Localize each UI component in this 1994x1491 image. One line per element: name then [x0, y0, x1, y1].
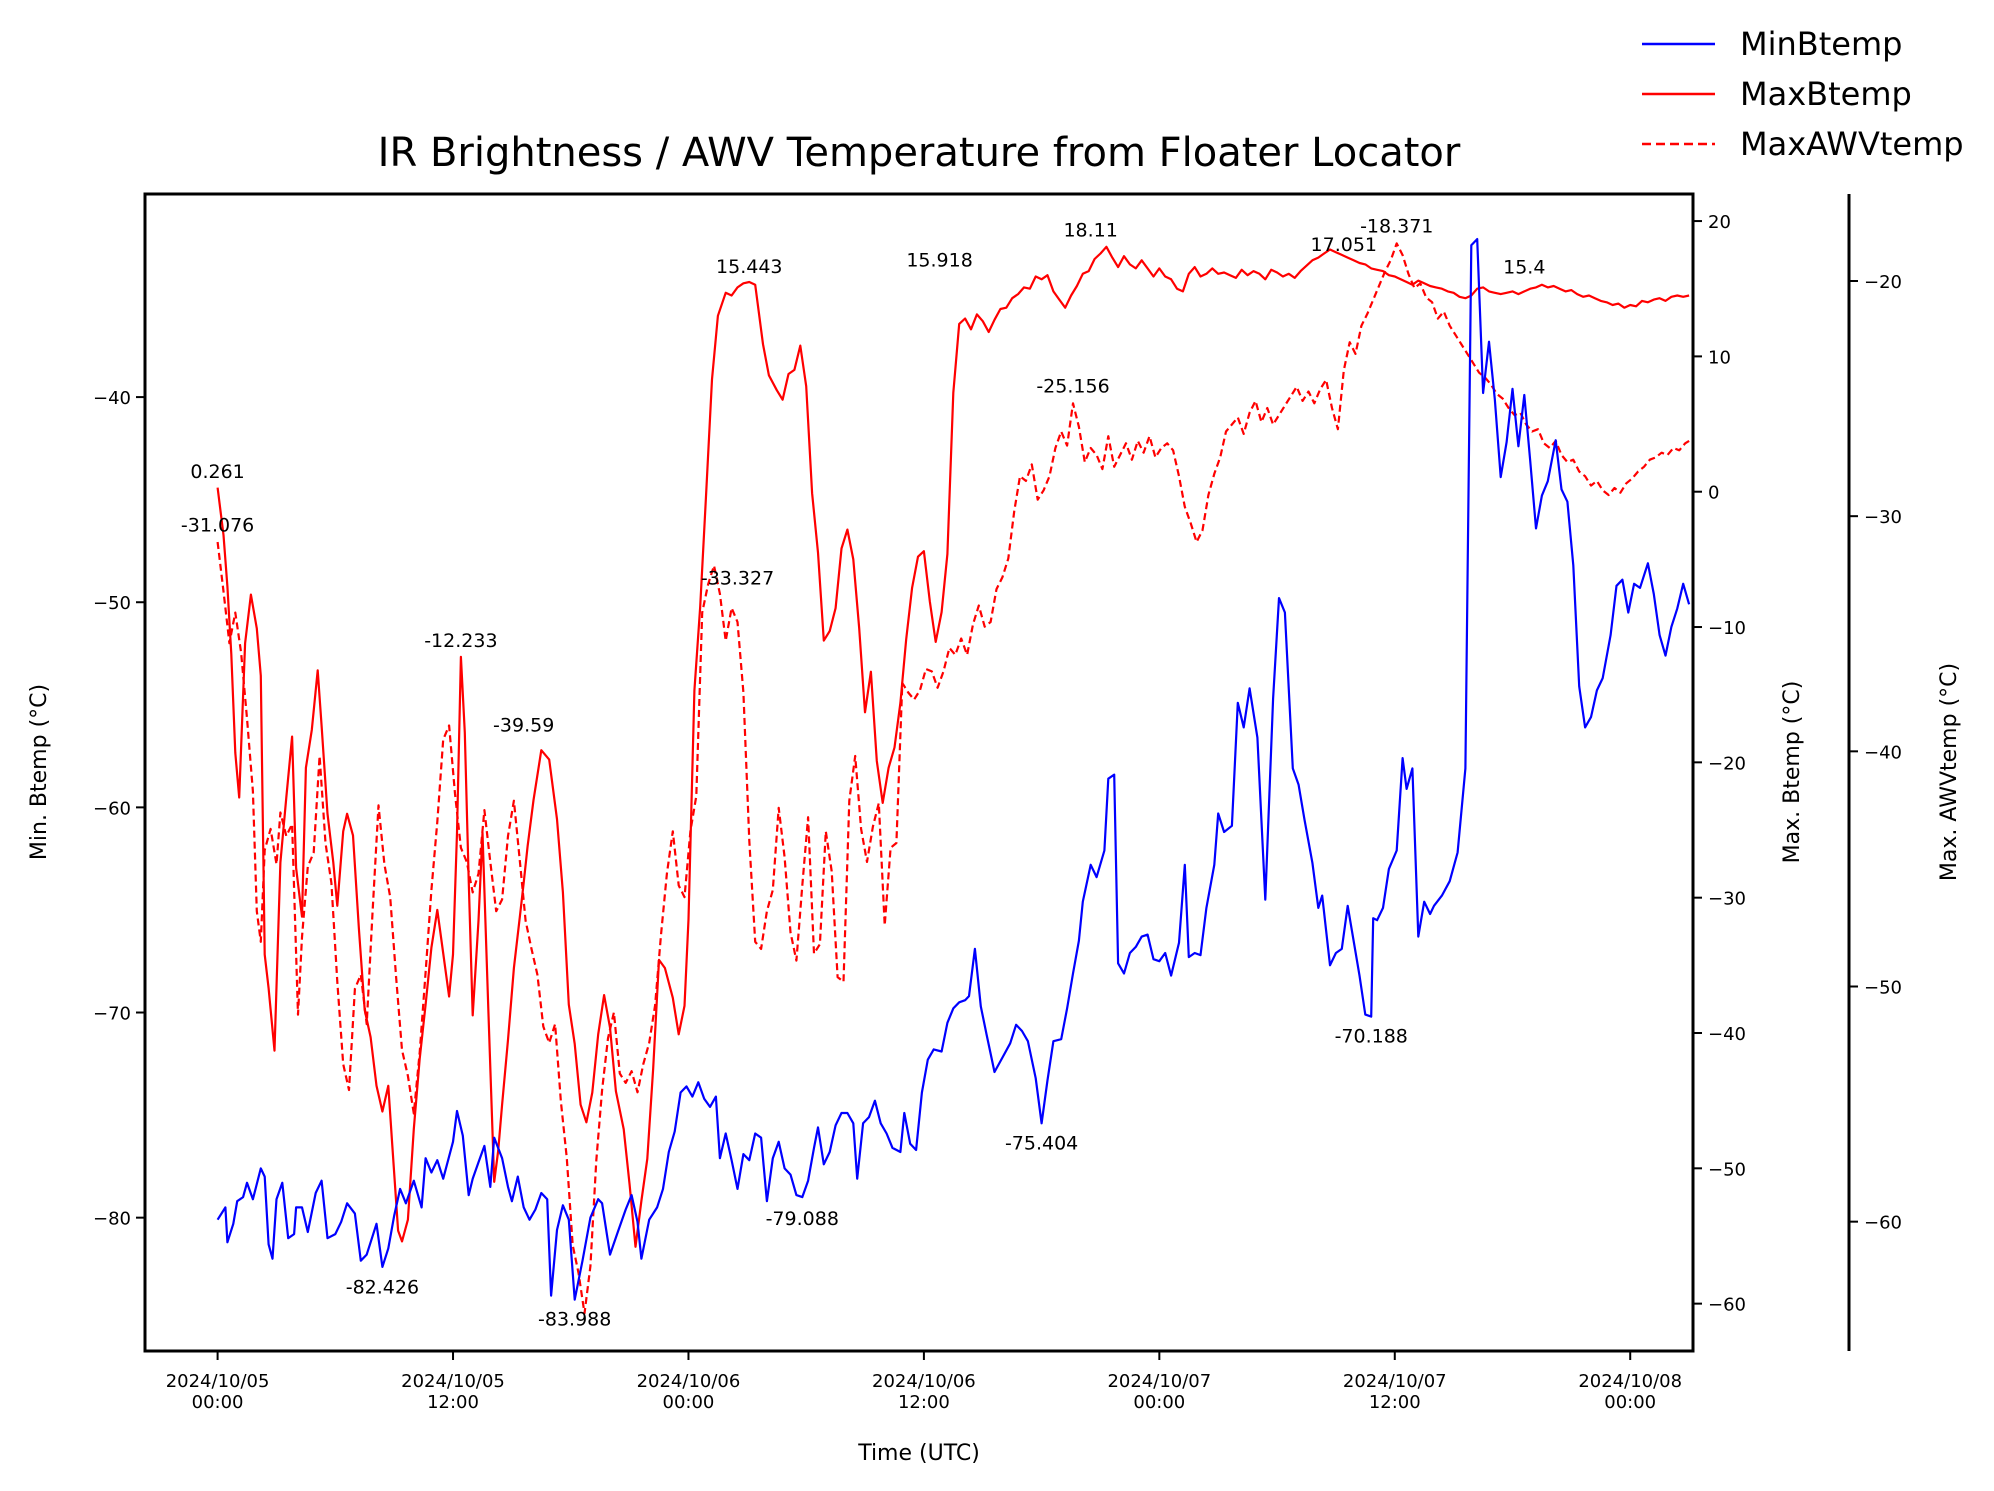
data-label: -18.371: [1360, 216, 1433, 238]
y-left-tick-label: −50: [93, 593, 131, 614]
x-tick-label: 00:00: [663, 1392, 715, 1413]
x-tick-label: 2024/10/05: [401, 1371, 505, 1392]
legend-label-maxbtemp: MaxBtemp: [1740, 75, 1912, 113]
y-right2-tick-label: −40: [1864, 742, 1902, 763]
y-ticks-right: 20 10 0 −10 −20 −30 −40 −50 −60: [1693, 212, 1746, 1316]
y-right2-tick-label: −20: [1864, 272, 1902, 293]
y-right-tick-label: −20: [1708, 753, 1746, 774]
axes-frame: [143, 192, 1851, 1353]
data-label: 15.918: [906, 249, 972, 271]
data-label: -82.426: [346, 1277, 419, 1299]
x-tick-label: 00:00: [1604, 1392, 1656, 1413]
legend: MinBtemp MaxBtemp MaxAWVtemp: [1642, 25, 1964, 163]
y-left-tick-label: −60: [93, 798, 131, 819]
x-tick-label: 00:00: [1133, 1392, 1185, 1413]
data-label: 18.11: [1063, 220, 1117, 242]
y-left-tick-label: −40: [93, 388, 131, 409]
series-lines: [216, 238, 1691, 1315]
x-tick-label: 2024/10/08: [1578, 1371, 1682, 1392]
x-tick-label: 00:00: [192, 1392, 244, 1413]
y-right-tick-label: 10: [1708, 347, 1731, 368]
y-right-tick-label: −40: [1708, 1024, 1746, 1045]
x-tick-label: 2024/10/06: [637, 1371, 741, 1392]
y-ticks-left: −40 −50 −60 −70 −80: [93, 388, 145, 1230]
y-right2-tick-label: −50: [1864, 977, 1902, 998]
legend-label-maxawvtemp: MaxAWVtemp: [1740, 125, 1964, 163]
y-right-tick-label: −30: [1708, 889, 1746, 910]
y-right2-tick-label: −60: [1864, 1213, 1902, 1234]
data-label: -33.327: [701, 567, 774, 589]
legend-label-minbtemp: MinBtemp: [1740, 25, 1902, 63]
x-tick-label: 2024/10/05: [166, 1371, 270, 1392]
data-label: -31.076: [181, 515, 254, 537]
data-label: 15.443: [716, 256, 782, 278]
data-label: -83.988: [538, 1309, 611, 1331]
annotations: 0.261 -31.076 -82.426 -12.233 -39.59 -83.988 1…: [181, 216, 1546, 1331]
y-ticks-right2: −20 −30 −40 −50 −60: [1849, 272, 1902, 1234]
y-axis-label-left: Min. Btemp (°C): [27, 684, 52, 860]
data-label: -70.188: [1335, 1025, 1408, 1047]
x-ticks: 2024/10/0500:002024/10/0512:002024/10/06…: [166, 1351, 1682, 1413]
x-tick-label: 12:00: [1369, 1392, 1421, 1413]
y-right-tick-label: −10: [1708, 618, 1746, 639]
maxawvtemp-line: [216, 242, 1690, 1315]
x-tick-label: 12:00: [898, 1392, 950, 1413]
data-label: -39.59: [493, 715, 554, 737]
y-right-tick-label: −50: [1708, 1159, 1746, 1180]
data-label: -79.088: [766, 1208, 839, 1230]
y-right-tick-label: 20: [1708, 212, 1731, 233]
x-tick-label: 2024/10/07: [1107, 1371, 1211, 1392]
data-label: -25.156: [1036, 375, 1109, 397]
x-tick-label: 2024/10/07: [1343, 1371, 1447, 1392]
y-right-tick-label: 0: [1708, 483, 1719, 504]
x-axis-label: Time (UTC): [857, 1441, 980, 1466]
plot-area: [143, 192, 1695, 1353]
y-axis-label-right2: Max. AWVtemp (°C): [1937, 663, 1962, 881]
data-label: 0.261: [190, 461, 244, 483]
minbtemp-line: [216, 238, 1691, 1301]
y-axis-label-right: Max. Btemp (°C): [1780, 681, 1805, 864]
data-label: 15.4: [1503, 256, 1545, 278]
x-tick-label: 2024/10/06: [872, 1371, 976, 1392]
y-right2-tick-label: −30: [1864, 507, 1902, 528]
y-left-tick-label: −80: [93, 1209, 131, 1230]
data-label: -12.233: [424, 630, 497, 652]
y-left-tick-label: −70: [93, 1004, 131, 1025]
x-tick-label: 12:00: [427, 1392, 479, 1413]
data-label: -75.404: [1005, 1132, 1078, 1154]
maxbtemp-line: [216, 245, 1690, 1248]
y-right-tick-label: −60: [1708, 1295, 1746, 1316]
chart-title: IR Brightness / AWV Temperature from Flo…: [378, 130, 1461, 176]
data-label: 17.051: [1311, 234, 1377, 256]
